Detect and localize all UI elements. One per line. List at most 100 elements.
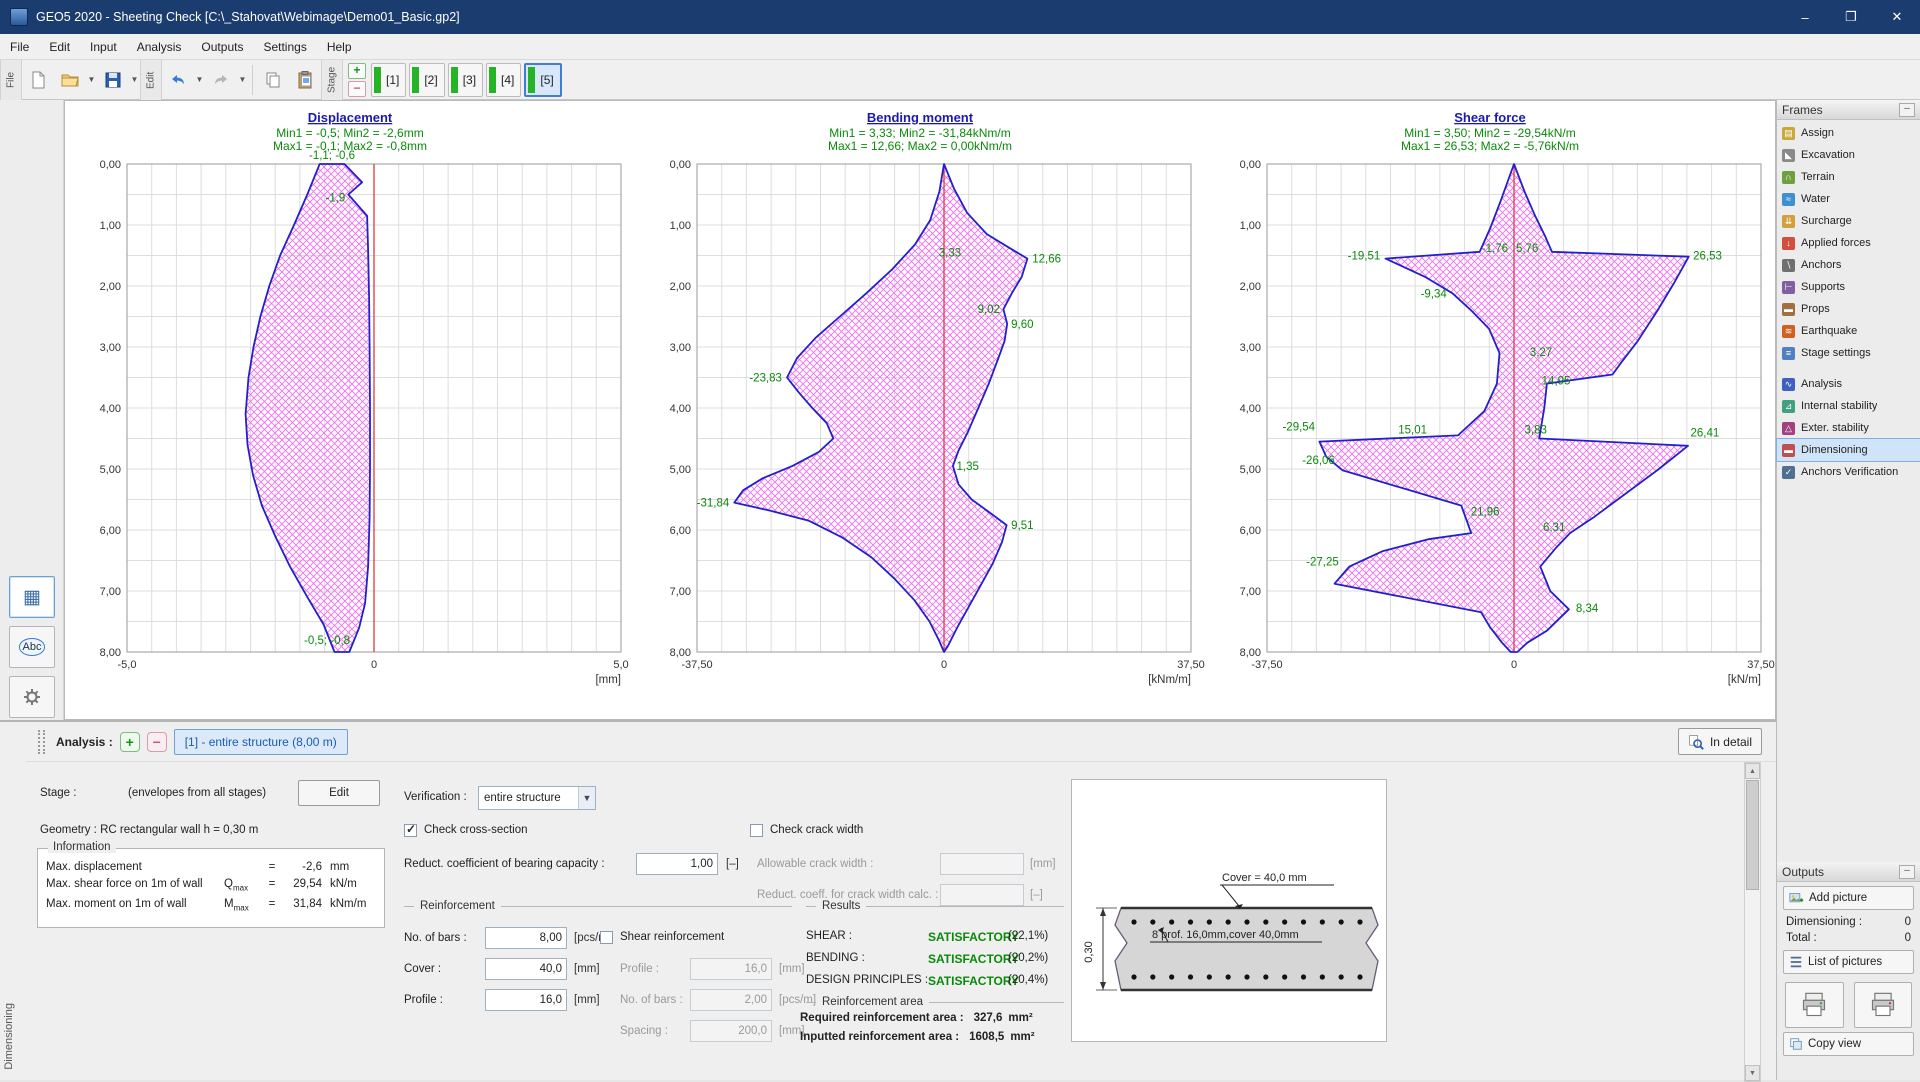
stage-indicator [528, 66, 536, 93]
svg-text:1,00: 1,00 [670, 220, 691, 232]
save-button[interactable] [98, 64, 128, 96]
redo-dropdown-arrow[interactable]: ▼ [238, 75, 247, 84]
minimize-button[interactable]: – [1801, 9, 1809, 25]
open-file-button[interactable] [55, 64, 85, 96]
svg-text:26,53: 26,53 [1693, 251, 1722, 263]
stage-button-3[interactable]: [3] [447, 62, 484, 97]
frames-item-terrain[interactable]: ∩ Terrain [1777, 166, 1920, 188]
counter-label: Dimensioning : [1786, 916, 1863, 928]
svg-text:Max1 = 26,53; Max2 = -5,76kN/m: Max1 = 26,53; Max2 = -5,76kN/m [1401, 139, 1579, 153]
frames-item-anchors-verification[interactable]: ✓ Anchors Verification [1777, 461, 1920, 483]
stage-button-label: [5] [540, 72, 554, 87]
copy-view-button[interactable]: Copy view [1783, 1032, 1914, 1056]
frames-item-surcharge[interactable]: ⇊ Surcharge [1777, 210, 1920, 232]
menu-analysis[interactable]: Analysis [136, 39, 182, 54]
svg-text:0,30: 0,30 [1083, 941, 1095, 962]
open-dropdown-arrow[interactable]: ▼ [87, 75, 96, 84]
undo-dropdown-arrow[interactable]: ▼ [195, 75, 204, 84]
frames-item-anchors[interactable]: ∖ Anchors [1777, 254, 1920, 276]
save-dropdown-arrow[interactable]: ▼ [130, 75, 139, 84]
frames-item-exter-stability[interactable]: △ Exter. stability [1777, 417, 1920, 439]
check-crack-width-label: Check crack width [770, 824, 864, 836]
frames-item-label: Exter. stability [1801, 422, 1869, 434]
add-analysis-button[interactable]: + [119, 731, 140, 752]
results-table-button[interactable]: ▦ [9, 576, 55, 618]
frames-collapse-button[interactable]: – [1899, 102, 1915, 117]
frames-item-stage-settings[interactable]: ≡ Stage settings [1777, 342, 1920, 364]
svg-text:3,27: 3,27 [1530, 347, 1552, 359]
analysis-tab[interactable]: [1] - entire structure (8,00 m) [173, 728, 348, 755]
scroll-down-button[interactable]: ▼ [1745, 1065, 1760, 1081]
remove-stage-button[interactable]: − [348, 80, 366, 97]
undo-button[interactable] [163, 64, 193, 96]
result-status: SATISFACTORY [928, 974, 1020, 988]
menu-edit[interactable]: Edit [49, 39, 71, 54]
stage-button-5[interactable]: [5] [524, 62, 562, 97]
file-vertical-tab[interactable]: File [0, 59, 22, 100]
svg-text:8 prof. 16,0mm,cover 40,0mm: 8 prof. 16,0mm,cover 40,0mm [1152, 929, 1299, 941]
scrollbar-thumb[interactable] [1746, 780, 1759, 890]
frames-item-supports[interactable]: ⊢ Supports [1777, 276, 1920, 298]
outputs-collapse-button[interactable]: – [1899, 864, 1915, 879]
props-icon: ▬ [1782, 302, 1795, 316]
copy-button[interactable] [258, 64, 288, 96]
cover-input[interactable] [485, 958, 567, 980]
reduct-coeff-input[interactable] [636, 853, 718, 875]
frames-item-applied-forces[interactable]: ↓ Applied forces [1777, 232, 1920, 254]
svg-text:Min1 = 3,33; Min2 = -31,84kNm/: Min1 = 3,33; Min2 = -31,84kNm/m [829, 126, 1010, 140]
edit-vertical-tab[interactable]: Edit [140, 59, 162, 100]
stage-button-4[interactable]: [4] [486, 62, 522, 97]
window-controls: – ❐ ✕ [1782, 0, 1920, 34]
list-of-pictures-button[interactable]: List of pictures [1783, 950, 1914, 974]
check-cross-section-checkbox[interactable] [404, 822, 417, 837]
edit-stage-button[interactable]: Edit [298, 780, 380, 806]
check-crack-width-checkbox[interactable] [750, 824, 763, 837]
outputs-counters: Dimensioning : 0 Total : 0 [1777, 914, 1920, 946]
menu-outputs[interactable]: Outputs [201, 39, 244, 54]
menu-file[interactable]: File [10, 39, 30, 54]
frames-item-earthquake[interactable]: ≋ Earthquake [1777, 320, 1920, 342]
stage-button-1[interactable]: [1] [371, 62, 407, 97]
profile-input[interactable] [485, 989, 567, 1011]
print-picture-button[interactable] [1853, 982, 1912, 1028]
print-document-button[interactable] [1785, 982, 1844, 1028]
scroll-up-button[interactable]: ▲ [1745, 763, 1760, 779]
svg-text:-29,54: -29,54 [1282, 421, 1315, 433]
frames-item-internal-stability[interactable]: ⊿ Internal stability [1777, 395, 1920, 417]
frames-item-assign[interactable]: ▤ Assign [1777, 122, 1920, 144]
add-stage-button[interactable]: + [348, 62, 366, 79]
frames-item-props[interactable]: ▬ Props [1777, 298, 1920, 320]
remove-analysis-button[interactable]: − [146, 731, 167, 752]
svg-text:Max1 = 12,66; Max2 = 0,00kNm/m: Max1 = 12,66; Max2 = 0,00kNm/m [828, 139, 1012, 153]
shear-bars-label: No. of bars : [620, 994, 683, 1006]
frames-item-water[interactable]: ≈ Water [1777, 188, 1920, 210]
shear-reinforcement-checkbox[interactable] [600, 931, 613, 944]
new-file-button[interactable] [23, 64, 53, 96]
vertical-scrollbar[interactable]: ▲ ▼ [1744, 762, 1761, 1082]
stage-button-2[interactable]: [2] [409, 62, 445, 97]
panel-grip[interactable] [38, 729, 45, 754]
svg-text:3,33: 3,33 [939, 247, 961, 259]
in-detail-button[interactable]: In detail [1677, 728, 1762, 755]
shear-bars-input [690, 989, 772, 1011]
redo-button[interactable] [206, 64, 236, 96]
menu-help[interactable]: Help [326, 39, 352, 54]
frames-item-excavation[interactable]: ◣ Excavation [1777, 144, 1920, 166]
frames-item-analysis[interactable]: ∿ Analysis [1777, 373, 1920, 395]
close-button[interactable]: ✕ [1891, 9, 1903, 24]
drawing-settings-button[interactable] [9, 676, 55, 718]
menu-input[interactable]: Input [90, 39, 117, 54]
paste-button[interactable] [290, 64, 320, 96]
outputs-panel-header: Outputs – [1777, 862, 1920, 882]
menu-settings[interactable]: Settings [263, 39, 307, 54]
stage-button-label: [4] [501, 72, 515, 87]
maximize-button[interactable]: ❐ [1845, 9, 1857, 24]
info-label: Max. shear force on 1m of wall [46, 878, 203, 890]
frames-item-dimensioning[interactable]: ▬ Dimensioning [1776, 438, 1920, 462]
text-labels-button[interactable]: Abc [9, 626, 55, 668]
verification-label: Verification : [404, 791, 467, 803]
add-picture-button[interactable]: Add picture [1783, 886, 1914, 910]
bars-input[interactable] [485, 927, 567, 949]
verification-select[interactable]: entire structure ▼ [478, 786, 596, 810]
